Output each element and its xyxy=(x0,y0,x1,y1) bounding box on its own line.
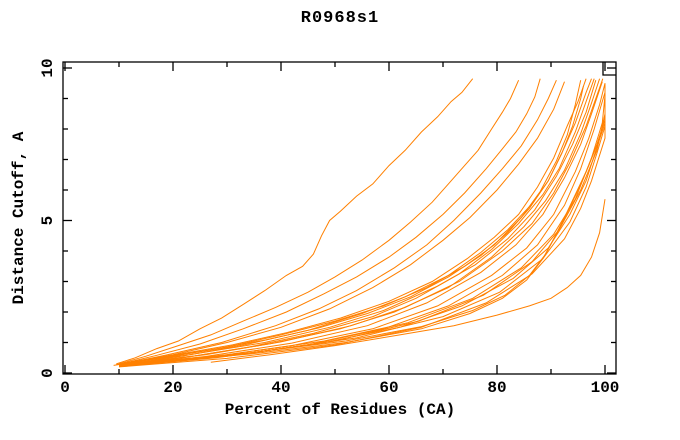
model-curve-model-05 xyxy=(121,81,565,365)
model-curve-model-09 xyxy=(118,78,595,367)
model-curve-model-12 xyxy=(124,78,604,365)
model-curve-model-13 xyxy=(124,81,603,366)
x-axis-label: Percent of Residues (CA) xyxy=(224,401,456,419)
y-tick-label: 5 xyxy=(39,216,57,226)
legend-box xyxy=(602,62,616,76)
x-tick-label: 60 xyxy=(379,379,398,397)
model-curve-model-14 xyxy=(118,83,606,367)
plot-frame xyxy=(62,61,617,375)
model-curve-model-21 xyxy=(210,199,606,363)
model-curve-model-07 xyxy=(118,78,587,365)
model-curve-model-24 xyxy=(113,86,584,366)
chart-title: R0968s1 xyxy=(300,9,380,28)
x-tick-label: 40 xyxy=(271,379,290,397)
model-curve-model-02 xyxy=(118,79,520,365)
model-curve-model-10 xyxy=(118,80,597,365)
model-curve-model-04 xyxy=(118,79,557,366)
model-curve-model-08 xyxy=(118,78,592,366)
model-curve-model-11 xyxy=(121,78,601,365)
model-curve-model-15 xyxy=(118,92,606,368)
y-tick-label: 10 xyxy=(39,58,57,77)
model-curve-model-19 xyxy=(118,89,606,368)
x-tick-label: 100 xyxy=(591,379,620,397)
x-tick-label: 80 xyxy=(487,379,506,397)
x-tick-label: 0 xyxy=(60,379,70,397)
x-tick-label: 20 xyxy=(163,379,182,397)
model-curve-model-22 xyxy=(140,119,606,365)
y-axis-label: Distance Cutoff, A xyxy=(10,131,28,305)
model-curve-model-23 xyxy=(143,115,606,364)
model-curve-model-01 xyxy=(116,78,474,365)
model-curve-model-03 xyxy=(118,78,541,365)
model-curve-model-17 xyxy=(129,95,606,365)
model-curve-model-20 xyxy=(135,125,606,365)
y-tick-label: 0 xyxy=(39,368,57,378)
